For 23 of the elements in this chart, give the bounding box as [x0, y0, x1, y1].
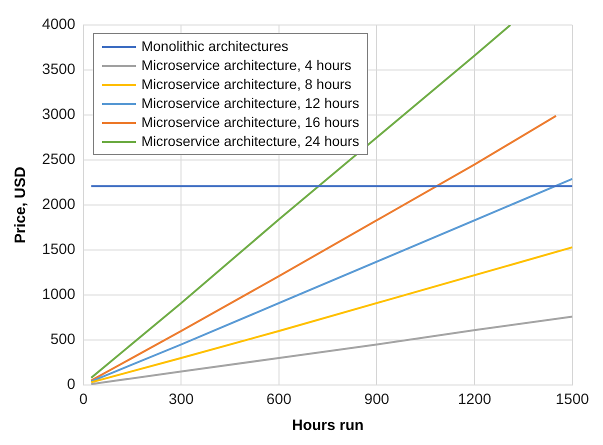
x-tick-label: 1200 [458, 391, 492, 408]
legend-label: Microservice architecture, 4 hours [141, 56, 352, 75]
y-tick-label: 3500 [42, 61, 76, 78]
x-axis-title: Hours run [292, 417, 364, 434]
y-tick-label: 2000 [42, 196, 76, 214]
legend-label: Monolithic architectures [141, 37, 288, 56]
x-tick-label: 300 [168, 391, 194, 408]
y-tick-label: 500 [50, 331, 76, 348]
y-tick-label: 3000 [42, 106, 76, 124]
y-tick-label: 1500 [42, 241, 76, 258]
x-tick-label: 600 [266, 391, 292, 408]
x-tick-label: 1500 [556, 391, 590, 408]
y-tick-label: 2500 [42, 151, 76, 168]
legend-label: Microservice architecture, 16 hours [141, 113, 360, 132]
x-tick-label: 0 [79, 391, 88, 408]
y-tick-label: 0 [67, 376, 76, 394]
y-tick-label: 4000 [42, 16, 76, 34]
legend-label: Microservice architecture, 8 hours [141, 75, 352, 94]
legend-label: Microservice architecture, 24 hours [141, 132, 360, 151]
y-axis-title: Price, USD [12, 166, 30, 244]
x-tick-label: 900 [364, 391, 390, 408]
legend-label: Microservice architecture, 12 hours [141, 94, 360, 113]
y-tick-label: 1000 [42, 286, 76, 304]
